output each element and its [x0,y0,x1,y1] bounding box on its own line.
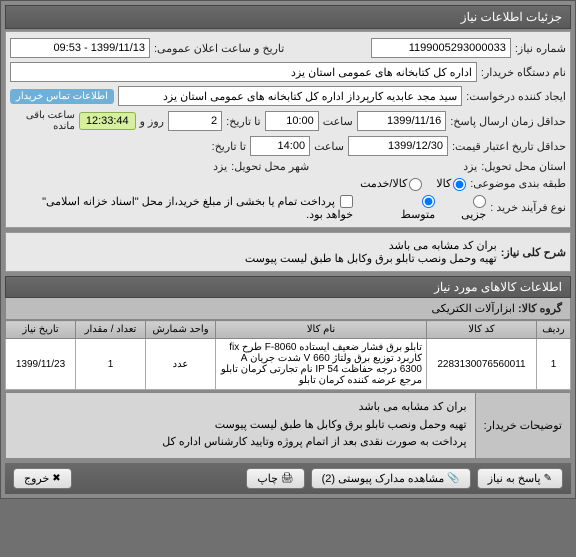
days-and: روز و [140,115,164,128]
group-row: گروه کالا: ابزارآلات الکتریکی [5,298,571,320]
attach-icon: 📎 [447,473,459,484]
col-name: نام کالا [216,321,427,339]
time-label-1: ساعت [323,115,353,128]
budget-opt-kalakhedmat[interactable]: کالا/خدمت [360,177,422,191]
buyer-org-label: نام دستگاه خریدار: [481,66,566,79]
process-opt-motavaset[interactable]: متوسط [389,195,435,221]
panel-header: جزئیات اطلاعات نیاز [5,5,571,29]
budget-radio-1[interactable] [453,178,466,191]
time-label-2: ساعت [314,140,344,153]
creator-field: سید مجد عابدیه کارپرداز اداره کل کتابخان… [118,86,462,106]
delivery-prov: یزد [437,160,477,173]
process-radio-1[interactable] [473,195,486,208]
col-idx: ردیف [537,321,571,339]
announce-field: 1399/11/13 - 09:53 [10,38,150,58]
price-valid-time: 14:00 [250,136,310,156]
deadline-reply-date: 1399/11/16 [357,111,447,131]
cell-date: 1399/11/23 [6,339,76,390]
price-valid-to-label: تا تاریخ: [212,140,246,153]
buyer-desc-label: توضیحات خریدار: [475,393,570,458]
need-no-label: شماره نیاز: [515,42,566,55]
time-remaining: 12:33:44 [79,112,136,130]
table-row[interactable]: 1 2283130076560011 تابلو برق فشار ضعیف ا… [6,339,571,390]
creator-label: ایجاد کننده درخواست: [466,90,566,103]
process-radio-2[interactable] [422,195,435,208]
reply-button[interactable]: ✎پاسخ به نیاز [477,468,563,489]
buyer-desc-line-2: تهیه وحمل ونصب تابلو برق وکابل ها طبق لی… [14,417,467,435]
col-code: کد کالا [427,321,537,339]
reply-icon: ✎ [544,473,552,484]
buyer-desc-text: بران کد مشابه می باشد تهیه وحمل ونصب تاب… [6,393,475,458]
print-button[interactable]: 🖨چاپ [246,468,304,489]
delivery-city-label: شهر محل تحویل: [231,160,309,173]
delivery-prov-label: استان محل تحویل: [481,160,566,173]
buyer-org-field: اداره کل کتابخانه های عمومی استان یزد [10,62,477,82]
price-valid-date: 1399/12/30 [348,136,448,156]
col-date: تاریخ نیاز [6,321,76,339]
delivery-city: یزد [213,160,227,173]
to-date-label: تا تاریخ: [226,115,260,128]
need-no-field: 1199005293000033 [371,38,511,58]
items-header: اطلاعات کالاهای مورد نیاز [5,276,571,298]
deadline-reply-time: 10:00 [265,111,319,131]
buyer-desc-line-3: پرداخت به صورت نقدی بعد از اتمام پروژه و… [14,434,467,452]
table-header-row: ردیف کد کالا نام کالا واحد شمارش تعداد /… [6,321,571,339]
exit-icon: ✖ [52,473,60,484]
desc-line-1: بران کد مشابه می باشد [10,239,497,252]
pay-check[interactable]: پرداخت تمام یا بخشی از مبلغ خرید،از محل … [20,195,353,222]
cell-qty: 1 [76,339,146,390]
desc-line-2: تهیه وحمل ونصب تابلو برق وکابل ها طبق لی… [10,252,497,265]
buyer-contact-tag[interactable]: اطلاعات تماس خریدار [10,89,114,104]
cell-idx: 1 [537,339,571,390]
price-valid-label: حداقل تاریخ اعتبار قیمت: [452,140,566,153]
cell-name: تابلو برق فشار ضعیف ایستاده F-8060 طرح f… [216,339,427,390]
cell-code: 2283130076560011 [427,339,537,390]
budget-opt-kala[interactable]: کالا [436,177,466,191]
buyer-desc-line-1: بران کد مشابه می باشد [14,399,467,417]
exit-button[interactable]: ✖خروج [13,468,72,489]
print-icon: 🖨 [281,473,294,484]
buyer-desc-block: توضیحات خریدار: بران کد مشابه می باشد ته… [5,392,571,459]
desc-label: شرح کلی نیاز: [501,246,566,259]
deadline-reply-label: حداقل زمان ارسال پاسخ: [450,115,566,128]
announce-label: تاریخ و ساعت اعلان عمومی: [154,42,284,55]
attachments-button[interactable]: 📎مشاهده مدارک پیوستی (2) [311,468,471,489]
items-table: ردیف کد کالا نام کالا واحد شمارش تعداد /… [5,320,571,390]
footer-bar: ✎پاسخ به نیاز 📎مشاهده مدارک پیوستی (2) 🖨… [5,463,571,494]
cell-unit: عدد [146,339,216,390]
group-value: ابزارآلات الکتریکی [431,303,514,315]
form-area: شماره نیاز: 1199005293000033 تاریخ و ساع… [5,31,571,228]
col-qty: تعداد / مقدار [76,321,146,339]
process-opt-jozi[interactable]: جزیی [449,195,486,221]
days-count: 2 [168,111,222,131]
budget-class-label: طبقه بندی موضوعی: [470,177,566,190]
process-label: نوع فرآیند خرید : [490,201,566,214]
pay-checkbox[interactable] [340,195,353,208]
col-unit: واحد شمارش [146,321,216,339]
budget-radio-2[interactable] [409,178,422,191]
panel-title: جزئیات اطلاعات نیاز [461,10,562,24]
group-label: گروه کالا: [518,303,562,315]
time-remain-note: ساعت باقی مانده [10,110,75,132]
general-desc-block: شرح کلی نیاز: بران کد مشابه می باشد تهیه… [5,232,571,272]
